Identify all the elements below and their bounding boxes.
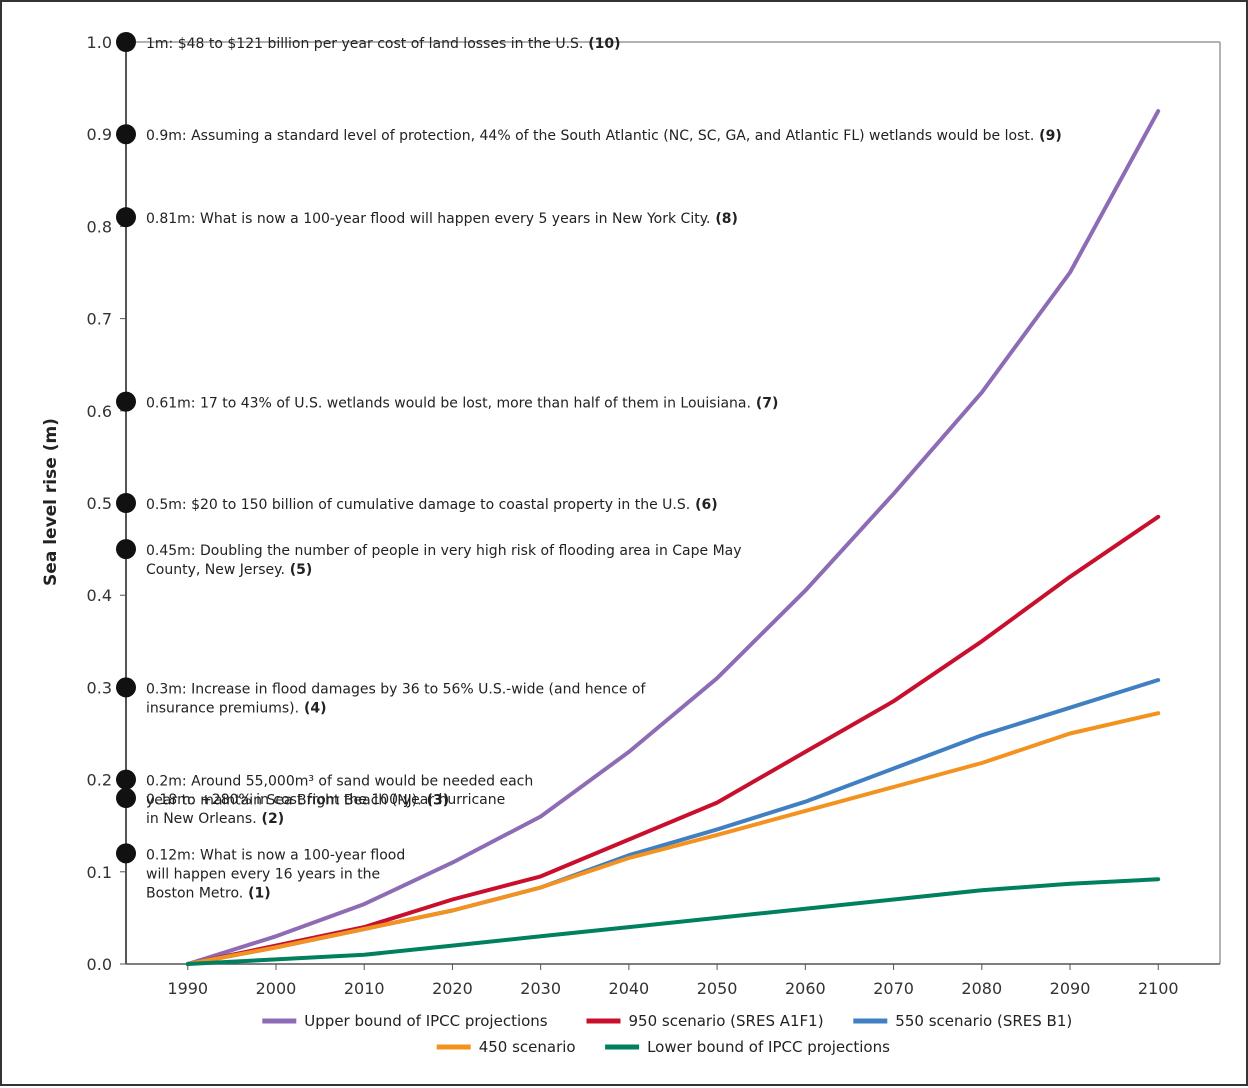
annotation-marker (116, 843, 136, 864)
annotation-text: 0.18m: +280% in cost from the 100-year h… (146, 792, 505, 808)
annotation-marker (116, 207, 136, 228)
x-tick-label: 2010 (344, 979, 385, 998)
annotation-text: year to maintain Sea Bright Beach (NJ). … (146, 793, 449, 809)
annotation-marker (116, 677, 136, 698)
annotation-ref: (3) (422, 793, 449, 809)
annotation-marker (116, 788, 136, 809)
annotation-text: will happen every 16 years in the (146, 866, 380, 882)
series-line (185, 514, 1161, 966)
annotation-ref: (7) (751, 396, 778, 412)
annotation-text: in New Orleans. (2) (146, 811, 284, 827)
annotation-text: 0.45m: Doubling the number of people in … (146, 543, 742, 559)
annotation-text: 0.61m: 17 to 43% of U.S. wetlands would … (146, 396, 778, 412)
annotation-text: County, New Jersey. (5) (146, 562, 312, 578)
annotation-text: 0.2m: Around 55,000m³ of sand would be n… (146, 774, 533, 790)
legend-label: Upper bound of IPCC projections (304, 1012, 548, 1030)
annotation-marker (116, 32, 136, 52)
annotation-text: 0.12m: What is now a 100-year flood (146, 847, 405, 863)
annotation-ref: (2) (257, 811, 284, 827)
annotation-ref: (6) (690, 497, 717, 513)
annotation-marker (116, 769, 136, 790)
y-tick-label: 0.3 (87, 678, 112, 697)
series-line (185, 877, 1161, 966)
y-tick-label: 0.7 (87, 310, 112, 329)
annotation-ref: (9) (1034, 128, 1061, 144)
x-tick-label: 2100 (1138, 979, 1179, 998)
x-tick-label: 2060 (785, 979, 826, 998)
annotation-text: 0.81m: What is now a 100-year flood will… (146, 211, 738, 227)
annotation-ref: (8) (710, 211, 737, 227)
y-tick-label: 0.6 (87, 402, 112, 421)
annotation-text: Boston Metro. (1) (146, 885, 271, 901)
x-tick-label: 2080 (961, 979, 1002, 998)
annotation-ref: (1) (243, 885, 270, 901)
annotation-text: 0.9m: Assuming a standard level of prote… (146, 128, 1062, 144)
x-tick-label: 2090 (1050, 979, 1091, 998)
annotation-ref: (10) (583, 36, 620, 52)
annotation-marker (116, 124, 136, 145)
annotation-marker (116, 539, 136, 560)
annotation-text: 0.3m: Increase in flood damages by 36 to… (146, 681, 646, 697)
annotation-ref: (4) (299, 700, 326, 716)
annotation-ref: (5) (285, 562, 312, 578)
y-tick-label: 0.5 (87, 494, 112, 513)
legend-label: 450 scenario (479, 1038, 576, 1056)
annotation-marker (116, 493, 136, 513)
x-tick-label: 1990 (167, 979, 208, 998)
y-tick-label: 0.0 (87, 955, 112, 974)
legend-label: 950 scenario (SRES A1F1) (629, 1012, 824, 1030)
x-tick-label: 2000 (256, 979, 297, 998)
y-tick-label: 0.1 (87, 863, 112, 882)
x-tick-label: 2040 (609, 979, 650, 998)
y-axis-label: Sea level rise (m) (41, 418, 61, 586)
y-tick-label: 0.2 (87, 771, 112, 790)
y-tick-label: 0.4 (87, 586, 112, 605)
annotation-text: insurance premiums). (4) (146, 700, 327, 716)
y-tick-label: 0.9 (87, 125, 112, 144)
x-tick-label: 2030 (520, 979, 561, 998)
series-line (185, 711, 1161, 966)
annotation-marker (116, 391, 136, 412)
x-tick-label: 2020 (432, 979, 473, 998)
x-tick-label: 2070 (873, 979, 914, 998)
y-tick-label: 1.0 (87, 33, 112, 52)
y-tick-label: 0.8 (87, 217, 112, 236)
legend-label: 550 scenario (SRES B1) (895, 1012, 1072, 1030)
legend-label: Lower bound of IPCC projections (647, 1038, 890, 1056)
series-line (185, 109, 1161, 966)
x-tick-label: 2050 (697, 979, 738, 998)
annotation-text: 0.5m: $20 to 150 billion of cumulative d… (146, 497, 718, 513)
annotation-text: 1m: $48 to $121 billion per year cost of… (146, 36, 621, 52)
